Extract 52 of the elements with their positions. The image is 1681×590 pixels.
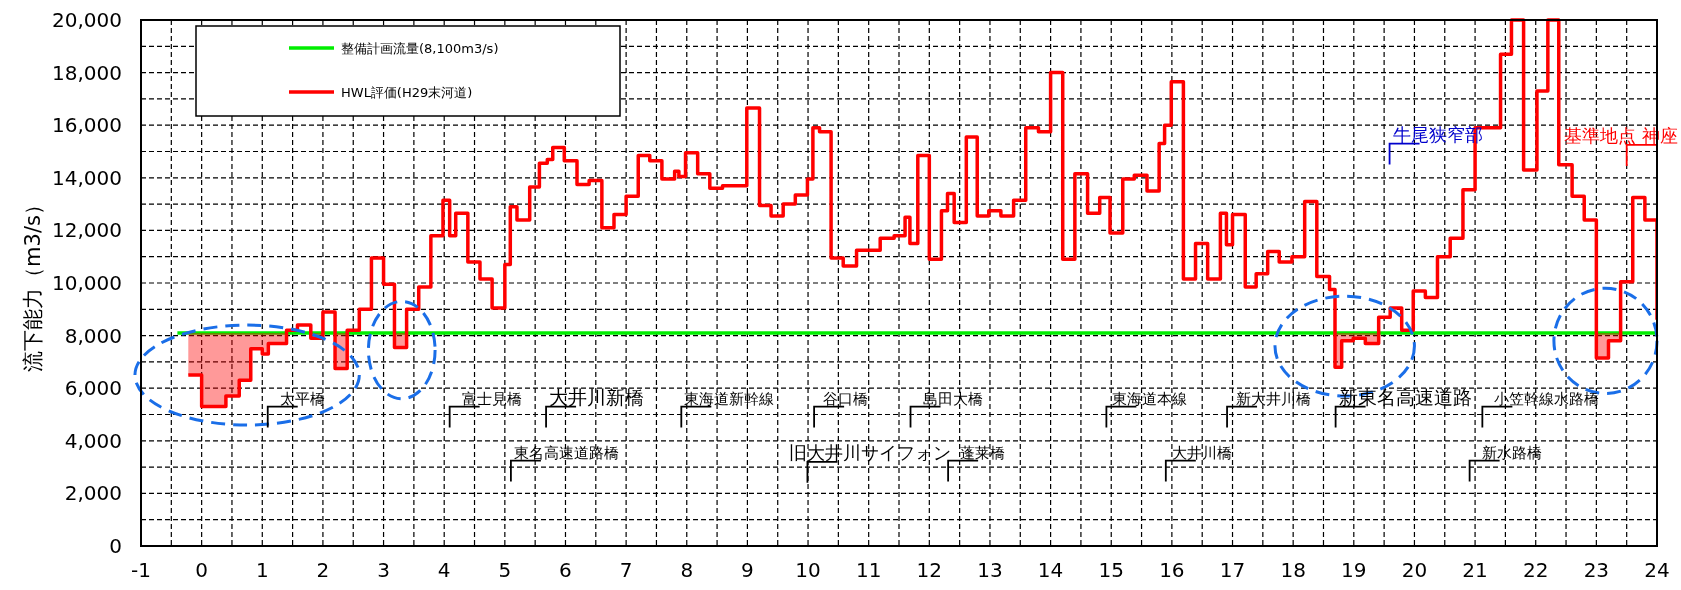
y-tick-label: 6,000 (64, 376, 122, 401)
x-tick-label: 1 (255, 558, 269, 582)
x-tick-label: 24 (1644, 558, 1670, 582)
y-tick-label: 14,000 (52, 165, 122, 190)
x-tick-label: 9 (741, 558, 754, 582)
x-tick-label: 13 (977, 558, 1003, 582)
annotation: 蓬莱橋 (960, 443, 1006, 462)
x-tick-label: 12 (916, 558, 943, 582)
x-tick-label: 20 (1401, 558, 1428, 582)
x-tick-label: 15 (1098, 558, 1124, 582)
x-tick-label: 7 (619, 558, 633, 582)
legend-label: HWL評価(H29末河道) (341, 85, 473, 100)
x-tick-label: 6 (559, 558, 572, 582)
x-tick-label: 5 (498, 558, 512, 582)
x-tick-label: 22 (1522, 558, 1549, 582)
x-tick-label: 4 (437, 558, 451, 582)
y-tick-label: 0 (109, 534, 122, 558)
annotation: 谷口橋 (823, 389, 869, 408)
x-tick-label: 19 (1341, 558, 1367, 582)
x-tick-label: 8 (680, 558, 694, 582)
annotation: 大井川新橋 (549, 385, 645, 408)
x-tick-label: -1 (131, 558, 151, 582)
y-tick-label: 16,000 (52, 113, 122, 138)
annotation: 東海道本線 (1112, 389, 1188, 408)
y-tick-label: 8,000 (64, 323, 122, 348)
x-tick-label: 0 (195, 558, 209, 582)
y-tick-label: 4,000 (64, 428, 122, 453)
x-tick-label: 16 (1159, 558, 1185, 582)
x-tick-label: 21 (1462, 558, 1488, 582)
annotation: 新大井川橋 (1236, 389, 1312, 408)
annotation: 新水路橋 (1481, 443, 1542, 462)
annotation: 島田大橋 (922, 389, 983, 408)
annotation: 富士見橋 (461, 389, 522, 408)
y-tick-label: 20,000 (52, 8, 122, 32)
legend-label: 整備計画流量(8,100m3/s) (341, 41, 499, 56)
x-tick-label: 10 (795, 558, 821, 582)
x-tick-label: 18 (1280, 558, 1306, 582)
y-tick-label: 12,000 (52, 218, 122, 243)
annotation: 大井川橋 (1171, 443, 1232, 462)
annotation: 太平橋 (279, 389, 325, 408)
x-tick-label: 2 (316, 558, 330, 582)
y-tick-label: 18,000 (52, 60, 122, 85)
x-tick-label: 17 (1219, 558, 1246, 582)
y-tick-label: 10,000 (52, 271, 122, 295)
x-tick-label: 3 (377, 558, 390, 582)
x-tick-label: 23 (1583, 558, 1610, 582)
annotation: 旧大井川サイフォン (789, 441, 952, 463)
y-axis-title: 流下能力（m3/s） (21, 194, 45, 372)
x-tick-label: 14 (1037, 558, 1064, 582)
x-tick-label: 11 (855, 558, 882, 582)
y-tick-label: 2,000 (64, 481, 122, 506)
annotation: 東名高速道路橋 (513, 443, 619, 462)
